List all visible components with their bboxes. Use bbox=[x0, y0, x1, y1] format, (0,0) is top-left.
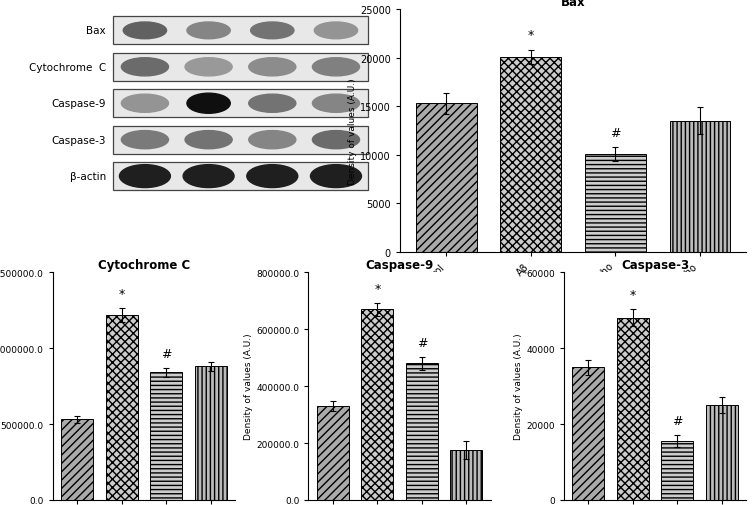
Ellipse shape bbox=[247, 165, 298, 188]
Bar bbox=[195, 367, 227, 500]
FancyBboxPatch shape bbox=[113, 90, 368, 118]
Ellipse shape bbox=[249, 131, 296, 149]
Ellipse shape bbox=[185, 131, 232, 149]
Bar bbox=[501, 58, 561, 252]
Text: Caspase-9: Caspase-9 bbox=[51, 99, 106, 109]
Bar bbox=[106, 315, 138, 500]
FancyBboxPatch shape bbox=[113, 54, 368, 82]
Ellipse shape bbox=[312, 95, 360, 113]
Title: Bax: Bax bbox=[561, 0, 585, 9]
Y-axis label: Density of values (A.U.): Density of values (A.U.) bbox=[348, 78, 357, 184]
Text: Caspase-3: Caspase-3 bbox=[51, 135, 106, 145]
Title: Cytochrome C: Cytochrome C bbox=[98, 259, 190, 272]
Ellipse shape bbox=[249, 95, 296, 113]
Title: Caspase-3: Caspase-3 bbox=[621, 259, 689, 272]
Text: #: # bbox=[417, 336, 427, 349]
Bar bbox=[617, 318, 649, 500]
Ellipse shape bbox=[311, 165, 361, 188]
Bar bbox=[450, 450, 483, 500]
Text: #: # bbox=[161, 347, 172, 361]
Text: Bax: Bax bbox=[86, 26, 106, 36]
Bar bbox=[317, 406, 349, 500]
Ellipse shape bbox=[187, 23, 230, 40]
Ellipse shape bbox=[187, 94, 230, 114]
Bar bbox=[661, 441, 694, 500]
Bar bbox=[585, 155, 646, 252]
Bar bbox=[150, 373, 182, 500]
Bar bbox=[706, 405, 738, 500]
Ellipse shape bbox=[121, 59, 168, 77]
Y-axis label: Density of values (A.U.): Density of values (A.U.) bbox=[514, 333, 523, 439]
Ellipse shape bbox=[185, 59, 232, 77]
Ellipse shape bbox=[183, 165, 234, 188]
Bar bbox=[572, 367, 605, 500]
Ellipse shape bbox=[121, 95, 168, 113]
Bar bbox=[61, 420, 93, 500]
Ellipse shape bbox=[119, 165, 170, 188]
Bar bbox=[406, 364, 438, 500]
FancyBboxPatch shape bbox=[113, 163, 368, 191]
Y-axis label: Density of values (A.U.): Density of values (A.U.) bbox=[244, 333, 253, 439]
Bar bbox=[670, 122, 731, 252]
Text: *: * bbox=[118, 287, 125, 300]
Text: *: * bbox=[630, 289, 636, 302]
Text: *: * bbox=[528, 29, 534, 42]
FancyBboxPatch shape bbox=[113, 126, 368, 155]
FancyBboxPatch shape bbox=[113, 17, 368, 45]
Ellipse shape bbox=[312, 131, 360, 149]
Text: Cytochrome  C: Cytochrome C bbox=[29, 63, 106, 73]
Title: Caspase-9: Caspase-9 bbox=[366, 259, 434, 272]
Ellipse shape bbox=[121, 131, 168, 149]
Text: β-actin: β-actin bbox=[69, 172, 106, 182]
Ellipse shape bbox=[314, 23, 357, 40]
Text: *: * bbox=[374, 282, 381, 295]
Text: #: # bbox=[610, 126, 621, 139]
Text: #: # bbox=[673, 415, 682, 428]
Ellipse shape bbox=[249, 59, 296, 77]
Ellipse shape bbox=[312, 59, 360, 77]
Ellipse shape bbox=[250, 23, 294, 40]
Bar bbox=[361, 310, 394, 500]
Bar bbox=[416, 104, 477, 253]
Ellipse shape bbox=[123, 23, 167, 40]
